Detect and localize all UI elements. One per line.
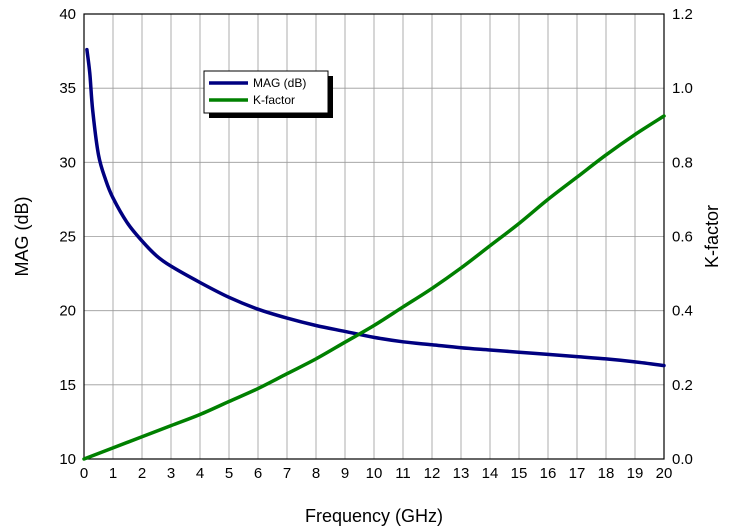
series-layer [82,47,666,461]
x-tick-label: 0 [80,465,88,482]
tick-labels: 0 1 2 3 4 5 6 7 8 9 10 11 12 13 14 15 16 17 18 19 2010152025… [59,6,693,482]
x-tick-label: 4 [196,465,204,482]
y-tick-label: 15 [59,377,76,394]
x-tick-label: 2 [138,465,146,482]
legend: MAG (dB) K-factor [203,70,333,118]
y2-tick-label: 0.2 [672,377,693,394]
series-line-k-factor [82,114,666,461]
x-tick-label: 11 [395,465,411,482]
x-tick-label: 17 [569,465,586,482]
y2-tick-label: 0.8 [672,154,693,171]
y2-tick-label: 0.4 [672,303,693,320]
y2-tick-label: 0.6 [672,229,693,246]
x-tick-label: 18 [598,465,615,482]
x-tick-label: 3 [167,465,175,482]
x-tick-label: 10 [366,465,383,482]
y-tick-label: 35 [59,80,76,97]
x-tick-label: 16 [540,465,557,482]
x-tick-label: 12 [424,465,441,482]
y-tick-label: 10 [59,451,76,468]
x-tick-label: 1 [109,465,117,482]
y2-tick-label: 1.2 [672,6,693,23]
grid [84,14,664,459]
x-tick-label: 15 [511,465,528,482]
series-line-mag [85,47,666,368]
y-tick-label: 20 [59,303,76,320]
y2-tick-label: 0.0 [672,451,693,468]
x-tick-label: 8 [312,465,320,482]
x-axis-title: Frequency (GHz) [305,506,443,526]
x-tick-label: 13 [453,465,470,482]
y2-tick-label: 1.0 [672,80,693,97]
x-tick-label: 19 [627,465,644,482]
x-tick-label: 7 [283,465,291,482]
x-tick-label: 20 [656,465,673,482]
y-tick-label: 30 [59,154,76,171]
y-axis-title: MAG (dB) [12,196,32,276]
x-tick-label: 5 [225,465,233,482]
y-tick-label: 40 [59,6,76,23]
x-tick-label: 14 [482,465,499,482]
legend-label-mag: MAG (dB) [253,76,306,90]
x-tick-label: 9 [341,465,349,482]
legend-box [203,70,329,114]
legend-label-k-factor: K-factor [253,93,295,107]
x-tick-label: 6 [254,465,262,482]
y2-axis-title: K-factor [702,205,722,268]
y-tick-label: 25 [59,229,76,246]
plot-area-frame [83,13,665,460]
